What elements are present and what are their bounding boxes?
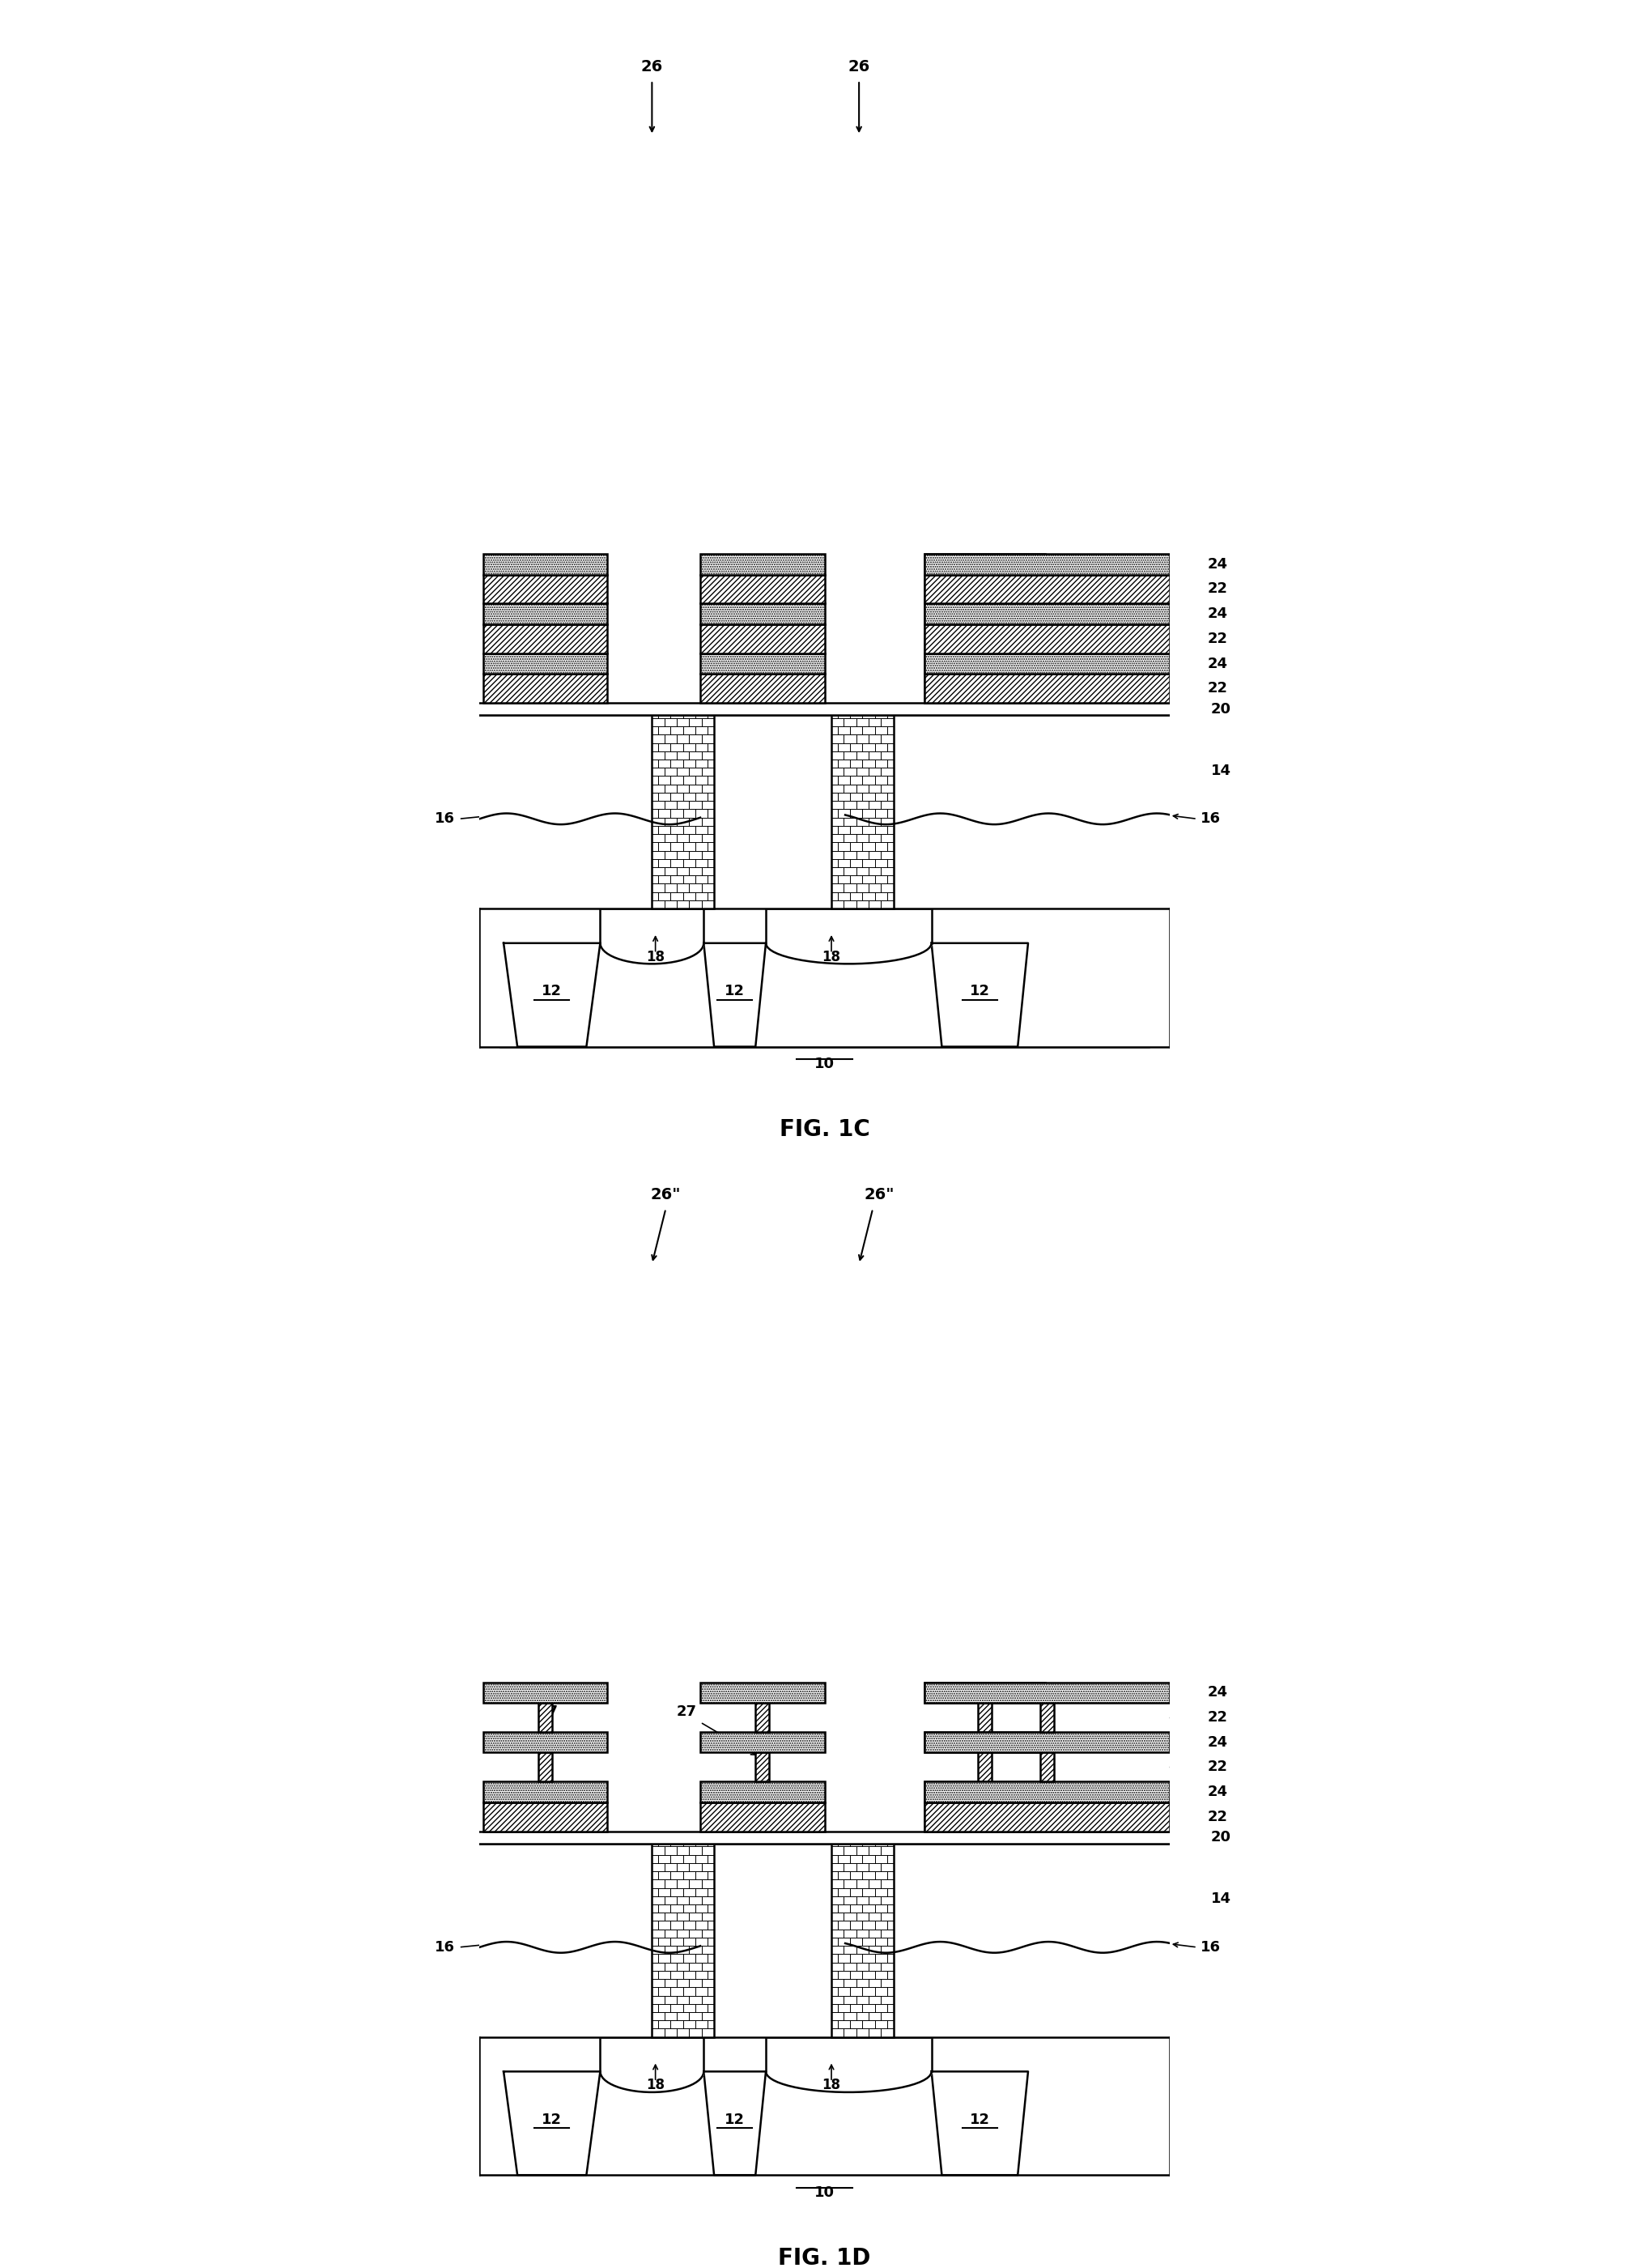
Text: 18: 18 [823, 2077, 841, 2093]
Bar [925, 1733, 1169, 1753]
Text: 22: 22 [1207, 680, 1229, 696]
Bar [701, 553, 824, 574]
Bar [701, 603, 824, 624]
Text: 18: 18 [823, 950, 841, 964]
Text: 16: 16 [1200, 1939, 1222, 1955]
Text: 24: 24 [1207, 1735, 1229, 1749]
Bar [925, 674, 1169, 703]
Text: 14: 14 [1210, 764, 1232, 778]
Text: 22: 22 [1207, 631, 1229, 646]
Text: 27: 27 [676, 1706, 696, 1719]
Text: 24: 24 [1207, 1785, 1229, 1799]
Text: 26: 26 [848, 59, 871, 75]
Bar [651, 1844, 714, 2037]
Bar [978, 1753, 991, 1783]
Bar [483, 1683, 607, 1703]
Text: 22: 22 [1207, 1760, 1229, 1774]
Text: 24: 24 [1207, 1685, 1229, 1699]
Bar [925, 1683, 1169, 1703]
Polygon shape [932, 2071, 1027, 2175]
Text: FIG. 1C: FIG. 1C [780, 1118, 869, 1141]
Text: 16: 16 [435, 812, 455, 826]
Bar [701, 574, 824, 603]
Bar [483, 1733, 607, 1753]
Text: 18: 18 [646, 2077, 665, 2093]
Bar [925, 574, 1169, 603]
Text: 26": 26" [864, 1186, 895, 1202]
Bar [538, 1753, 552, 1783]
Polygon shape [704, 943, 765, 1046]
Bar [483, 1783, 607, 1803]
Text: 24: 24 [1207, 558, 1229, 572]
Text: 22: 22 [1207, 1710, 1229, 1724]
Text: 27: 27 [538, 1706, 559, 1719]
Bar [925, 1683, 1045, 1703]
Bar [1041, 1703, 1054, 1733]
Bar [701, 674, 824, 703]
Bar [831, 714, 894, 909]
Bar [978, 1703, 991, 1733]
Bar [925, 624, 1169, 653]
Bar [925, 603, 1169, 624]
Text: 20: 20 [1210, 1830, 1232, 1844]
Bar [925, 1803, 1045, 1830]
Text: 14: 14 [1210, 1892, 1232, 1905]
Text: 22: 22 [1207, 1810, 1229, 1823]
Text: 12: 12 [970, 2112, 989, 2127]
Bar [925, 574, 1045, 603]
Bar [483, 653, 607, 674]
Bar [483, 603, 607, 624]
Bar [701, 653, 824, 674]
Text: 24: 24 [1207, 606, 1229, 621]
Polygon shape [503, 2071, 600, 2175]
Bar [925, 1803, 1169, 1830]
Bar [925, 1783, 1169, 1803]
Text: 12: 12 [970, 984, 989, 998]
Bar [483, 553, 607, 574]
Bar [925, 624, 1045, 653]
Bar [701, 1683, 824, 1703]
Text: 18: 18 [646, 950, 665, 964]
Text: 10: 10 [815, 1057, 834, 1070]
Text: 22: 22 [1207, 581, 1229, 596]
Polygon shape [704, 2071, 765, 2175]
Bar [925, 653, 1169, 674]
Bar [925, 1783, 1045, 1803]
Bar [701, 1783, 824, 1803]
Bar [701, 1803, 824, 1830]
Bar [1041, 1753, 1054, 1783]
Text: 12: 12 [724, 984, 745, 998]
Bar [925, 553, 1045, 574]
Bar [483, 674, 607, 703]
Bar [755, 1703, 770, 1733]
Text: 24: 24 [1207, 655, 1229, 671]
Text: 10: 10 [815, 2184, 834, 2200]
Text: 12: 12 [724, 2112, 745, 2127]
Text: FIG. 1D: FIG. 1D [778, 2248, 871, 2268]
Bar [651, 714, 714, 909]
Text: 26: 26 [641, 59, 663, 75]
Bar [483, 624, 607, 653]
Bar [925, 1733, 1045, 1753]
Text: 26": 26" [651, 1186, 681, 1202]
Bar [925, 553, 1169, 574]
Bar [755, 1753, 770, 1783]
Text: 16: 16 [1200, 812, 1222, 826]
Bar [925, 653, 1045, 674]
Bar [483, 1803, 607, 1830]
FancyBboxPatch shape [500, 909, 1149, 1046]
Bar [701, 624, 824, 653]
Bar [925, 674, 1045, 703]
Polygon shape [932, 943, 1027, 1046]
Bar [925, 603, 1045, 624]
Bar [701, 1733, 824, 1753]
Polygon shape [503, 943, 600, 1046]
Bar [831, 1844, 894, 2037]
Text: 12: 12 [543, 2112, 562, 2127]
Bar [538, 1703, 552, 1733]
Text: 12: 12 [543, 984, 562, 998]
Bar [483, 574, 607, 603]
Text: 16: 16 [435, 1939, 455, 1955]
Text: 20: 20 [1210, 701, 1232, 717]
